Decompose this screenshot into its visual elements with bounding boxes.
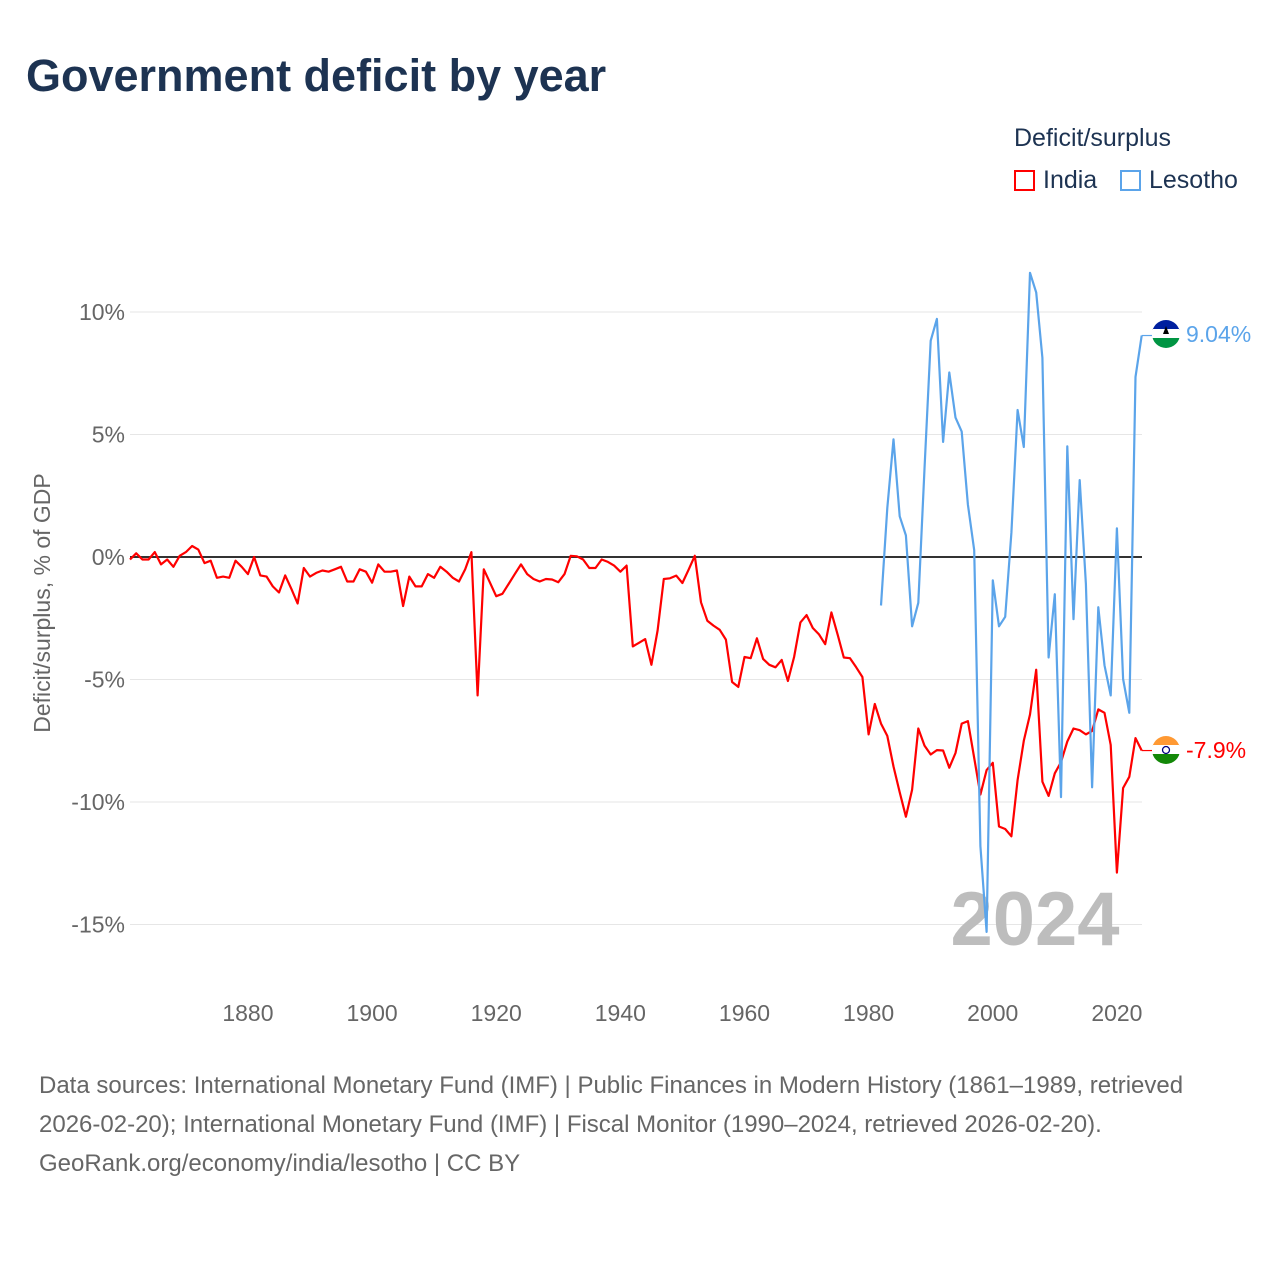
x-tick-label: 1980 bbox=[843, 1000, 894, 1026]
legend-item-india[interactable]: India bbox=[1014, 166, 1097, 195]
series-line-india[interactable] bbox=[129, 544, 1143, 874]
chart-title: Government deficit by year bbox=[26, 50, 607, 101]
legend-swatch-lesotho bbox=[1120, 170, 1141, 191]
india-flag-icon bbox=[1152, 736, 1180, 764]
y-tick-label: -10% bbox=[71, 789, 125, 815]
y-tick-label: 5% bbox=[92, 422, 125, 448]
y-tick-label: 0% bbox=[92, 544, 125, 570]
x-tick-label: 1940 bbox=[595, 1000, 646, 1026]
x-tick-label: 1920 bbox=[471, 1000, 522, 1026]
india-end-label: -7.9% bbox=[1186, 737, 1246, 763]
y-tick-label: -5% bbox=[84, 667, 125, 693]
y-axis-label: Deficit/surplus, % of GDP bbox=[29, 473, 55, 732]
footer: Data sources: International Monetary Fun… bbox=[39, 1066, 1239, 1183]
legend-swatch-india bbox=[1014, 170, 1035, 191]
x-tick-label: 1880 bbox=[222, 1000, 273, 1026]
x-tick-label: 1900 bbox=[346, 1000, 397, 1026]
credit-link[interactable]: GeoRank.org/economy/india/lesotho | CC B… bbox=[39, 1150, 521, 1177]
x-tick-label: 2000 bbox=[967, 1000, 1018, 1026]
legend-label: India bbox=[1043, 166, 1098, 194]
lesotho-flag-icon bbox=[1152, 320, 1180, 348]
lesotho-end-label: 9.04% bbox=[1186, 321, 1251, 347]
legend-label: Lesotho bbox=[1149, 166, 1238, 194]
legend-title: Deficit/surplus bbox=[1014, 124, 1171, 152]
year-watermark: 2024 bbox=[950, 877, 1119, 962]
y-tick-label: 10% bbox=[79, 299, 125, 325]
x-tick-label: 1960 bbox=[719, 1000, 770, 1026]
legend-item-lesotho[interactable]: Lesotho bbox=[1120, 166, 1238, 195]
data-sources: Data sources: International Monetary Fun… bbox=[39, 1072, 1184, 1138]
series-line-lesotho[interactable] bbox=[879, 271, 1143, 934]
y-tick-label: -15% bbox=[71, 912, 125, 938]
x-tick-label: 2020 bbox=[1091, 1000, 1142, 1026]
